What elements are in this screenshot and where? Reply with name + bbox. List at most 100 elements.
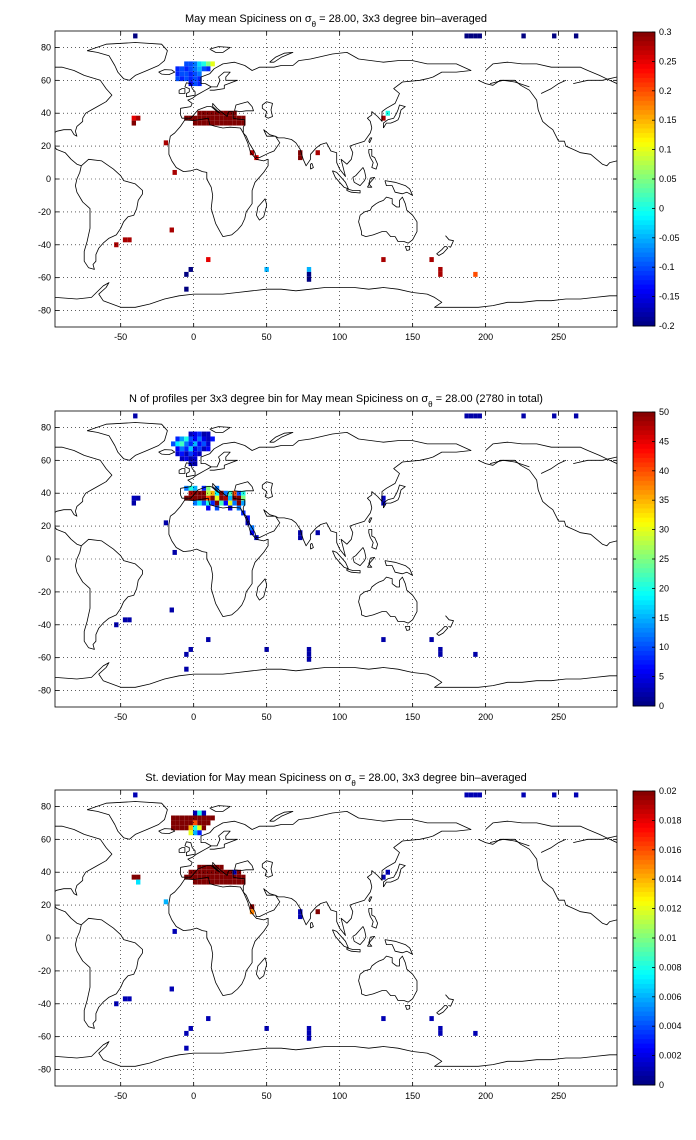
data-cell: [184, 456, 189, 462]
data-cell: [473, 413, 478, 419]
colorbar-segment: [633, 73, 655, 79]
coastline: [184, 462, 196, 478]
colorbar-segment: [633, 572, 655, 578]
data-cell: [210, 815, 215, 821]
data-cell: [236, 495, 242, 501]
coastline: [55, 446, 113, 547]
grid-lines: [55, 31, 617, 327]
coastline: [478, 79, 617, 167]
coastline: [168, 117, 269, 237]
coastline: [367, 936, 376, 947]
data-cell: [136, 115, 141, 121]
y-tick-label: -80: [38, 306, 51, 316]
colorbar-segment: [633, 1075, 655, 1081]
colorbar: 0.02 0.018 0.016 0.014 0.012 0.01 0.008 0.006 0.…: [632, 786, 682, 1090]
data-cell: [136, 874, 141, 880]
data-cell: [206, 485, 211, 491]
data-cell: [219, 110, 224, 116]
colorbar-segment: [633, 878, 655, 884]
data-cell: [214, 495, 220, 501]
colorbar-segment: [633, 522, 655, 528]
data-cell: [131, 500, 137, 506]
data-cell: [429, 1016, 434, 1022]
coastline: [310, 922, 314, 929]
coastline: [489, 79, 530, 88]
coastline: [55, 662, 617, 688]
colorbar-segment: [633, 965, 655, 971]
data-cell: [227, 495, 233, 501]
data-cell: [192, 115, 198, 121]
colorbar-segment: [633, 855, 655, 861]
y-tick-label: -80: [38, 686, 51, 696]
colorbar-segment: [633, 813, 655, 819]
coastline: [478, 838, 617, 926]
colorbar-segment: [633, 412, 655, 417]
colorbar-segment: [633, 453, 655, 459]
y-tick-label: 40: [41, 867, 51, 877]
data-cell: [188, 441, 193, 447]
colorbar-segment: [633, 293, 655, 299]
coastline: [158, 828, 176, 834]
colorbar-segment: [633, 243, 655, 249]
x-tick-label: 0: [191, 712, 196, 722]
data-cell: [197, 66, 202, 72]
coastline: [540, 79, 567, 94]
coastline: [184, 82, 196, 98]
data-cell: [201, 810, 207, 816]
data-cell: [241, 874, 246, 880]
data-cell: [223, 110, 228, 116]
chart-title: N of profiles per 3x3 degree bin for May…: [129, 393, 543, 409]
colorbar-segment: [633, 646, 655, 652]
data-cell: [298, 914, 303, 920]
data-cell: [206, 120, 211, 126]
colorbar-segment: [633, 471, 655, 477]
data-cell: [179, 446, 185, 452]
data-cell: [206, 490, 211, 496]
colorbar-tick-label: 0.018: [659, 815, 682, 825]
colorbar-segment: [633, 1002, 655, 1008]
data-cell: [210, 874, 215, 880]
data-cell: [188, 490, 193, 496]
data-cell: [133, 33, 138, 39]
data-cell: [236, 120, 242, 126]
colorbar-segment: [633, 1029, 655, 1035]
data-cell: [201, 879, 207, 885]
data-cell: [197, 500, 202, 506]
data-cell: [227, 120, 233, 126]
data-cell: [175, 71, 180, 77]
colorbar-segment: [633, 169, 655, 175]
data-cell: [206, 436, 211, 442]
y-tick-label: -60: [38, 1032, 51, 1042]
data-cell: [219, 500, 224, 506]
data-cell: [206, 879, 211, 885]
data-cell: [219, 495, 224, 501]
colorbar-segment: [633, 416, 655, 422]
colorbar-tick-label: 0.05: [659, 174, 677, 184]
data-cell: [184, 446, 189, 452]
data-cell: [201, 441, 207, 447]
data-cell: [197, 441, 202, 447]
data-cell: [197, 115, 202, 121]
data-cell: [184, 451, 189, 457]
colorbar-segment: [633, 873, 655, 879]
coastline: [234, 101, 254, 112]
colorbar-segment: [633, 637, 655, 643]
colorbar-tick-label: 0.004: [659, 1021, 682, 1031]
data-cell: [192, 820, 198, 826]
data-cell: [197, 830, 202, 836]
colorbar-segment: [633, 59, 655, 65]
data-cell: [468, 413, 474, 419]
colorbar-segment: [633, 951, 655, 957]
colorbar-segment: [633, 45, 655, 51]
data-cell: [184, 441, 189, 447]
coastline: [178, 468, 186, 474]
data-cell: [477, 33, 482, 39]
data-cells: [114, 413, 579, 672]
data-cell: [210, 490, 215, 496]
data-cell: [264, 646, 269, 652]
colorbar-segment: [633, 823, 655, 829]
data-cell: [381, 1016, 386, 1022]
colorbar-segment: [633, 87, 655, 93]
coastline: [489, 838, 530, 847]
